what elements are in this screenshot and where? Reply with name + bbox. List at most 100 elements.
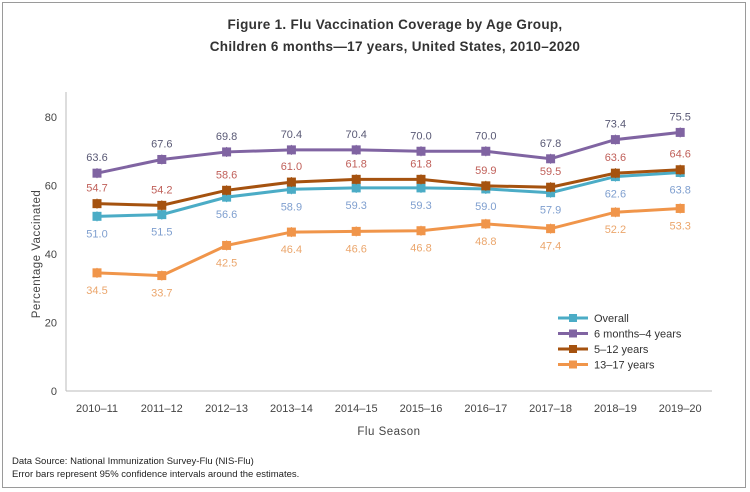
- data-point: [610, 207, 620, 217]
- legend-entry: 13–17 years: [594, 360, 655, 372]
- data-point: [286, 184, 296, 194]
- data-point: [675, 127, 685, 137]
- legend-marker: [569, 314, 577, 322]
- data-point: [222, 192, 232, 202]
- data-label: 46.6: [345, 243, 366, 255]
- data-label: 59.0: [475, 201, 496, 213]
- data-point: [546, 182, 556, 192]
- data-point: [351, 145, 361, 155]
- y-tick-label: 20: [45, 318, 57, 330]
- data-label: 46.4: [281, 244, 302, 256]
- data-point: [157, 210, 167, 220]
- y-tick-label: 80: [45, 112, 57, 124]
- data-point: [416, 146, 426, 156]
- series-0: 51.0 51.5 56.6 58.9 59.3 59.3 59.0 57.9 62.6 63.8…: [86, 167, 691, 325]
- data-label: 42.5: [216, 257, 237, 269]
- data-point: [286, 227, 296, 237]
- data-label: 70.0: [475, 130, 496, 142]
- data-point: [157, 200, 167, 210]
- x-tick-label: 2015–16: [400, 403, 443, 415]
- data-label: 63.8: [669, 184, 690, 196]
- data-label: 70.0: [410, 130, 431, 142]
- data-point: [675, 165, 685, 175]
- data-label: 53.3: [669, 220, 690, 232]
- data-point: [416, 174, 426, 184]
- data-point: [92, 211, 102, 221]
- x-axis-label: Flu Season: [357, 426, 420, 438]
- y-axis-label: Percentage Vaccinated: [31, 190, 43, 319]
- data-point: [222, 147, 232, 157]
- data-source-note: Data Source: National Immunization Surve…: [12, 456, 254, 467]
- data-label: 73.4: [605, 119, 626, 131]
- series-1: 63.6 67.6 69.8 70.4 70.4 70.0 70.0 67.8 73.4 75.5…: [86, 111, 691, 340]
- chart-title: Figure 1. Flu Vaccination Coverage by Ag…: [227, 17, 563, 32]
- data-point: [351, 226, 361, 236]
- data-label: 57.9: [540, 205, 561, 217]
- x-tick-label: 2017–18: [529, 403, 572, 415]
- data-point: [546, 224, 556, 234]
- data-label: 63.6: [605, 152, 626, 164]
- data-point: [675, 203, 685, 213]
- legend-marker: [569, 345, 577, 353]
- data-label: 59.3: [410, 200, 431, 212]
- data-label: 63.6: [86, 152, 107, 164]
- data-point: [546, 154, 556, 164]
- data-label: 58.6: [216, 169, 237, 181]
- series-line: [96, 206, 681, 278]
- data-point: [351, 183, 361, 193]
- data-label: 62.6: [605, 189, 626, 201]
- chart-subtitle: Children 6 months—17 years, United State…: [209, 39, 581, 54]
- data-label: 61.8: [410, 158, 431, 170]
- series-line: [96, 168, 681, 207]
- x-tick-label: 2012–13: [205, 403, 248, 415]
- data-point: [222, 185, 232, 195]
- data-point: [610, 135, 620, 145]
- legend-entry: 6 months–4 years: [594, 329, 682, 341]
- data-point: [157, 154, 167, 164]
- data-point: [481, 146, 491, 156]
- data-label: 47.4: [540, 241, 561, 253]
- data-label: 46.8: [410, 243, 431, 255]
- data-label: 70.4: [281, 129, 302, 141]
- y-tick-label: 0: [51, 386, 57, 398]
- data-label: 51.0: [86, 228, 107, 240]
- data-point: [351, 174, 361, 184]
- data-point: [416, 183, 426, 193]
- data-point: [416, 226, 426, 236]
- legend-marker: [569, 360, 577, 369]
- data-label: 67.6: [151, 138, 172, 150]
- data-label: 54.2: [151, 184, 172, 196]
- figure-border: [2, 2, 746, 488]
- series-3: 34.5 33.7 42.5 46.4 46.6 46.8 48.8 47.4 52.2 53.3…: [86, 203, 691, 372]
- data-point: [157, 271, 167, 281]
- data-point: [92, 199, 102, 209]
- data-label: 59.5: [540, 166, 561, 178]
- data-label: 64.6: [669, 149, 690, 161]
- data-label: 33.7: [151, 288, 172, 300]
- data-point: [92, 268, 102, 278]
- data-label: 56.6: [216, 209, 237, 221]
- data-label: 67.8: [540, 138, 561, 150]
- legend-marker: [569, 329, 577, 338]
- legend-entry: Overall: [594, 313, 629, 325]
- data-label: 58.9: [281, 201, 302, 213]
- x-tick-label: 2019–20: [659, 403, 702, 415]
- x-tick-label: 2013–14: [270, 403, 313, 415]
- y-tick-label: 60: [45, 181, 57, 193]
- x-tick-label: 2014–15: [335, 403, 378, 415]
- data-label: 61.0: [281, 161, 302, 173]
- legend-entry: 5–12 years: [594, 344, 649, 356]
- x-tick-label: 2016–17: [464, 403, 507, 415]
- data-point: [92, 168, 102, 178]
- y-tick-label: 40: [45, 249, 57, 261]
- data-point: [286, 145, 296, 155]
- x-tick-label: 2011–12: [141, 403, 183, 415]
- data-label: 61.8: [345, 158, 366, 170]
- data-label: 59.9: [475, 165, 496, 177]
- series-line: [96, 170, 681, 218]
- x-tick-label: 2018–19: [594, 403, 637, 415]
- series-2: 54.7 54.2 58.6 61.0 61.8 61.8 59.9 59.5 63.6 64.6…: [86, 149, 691, 356]
- data-point: [610, 168, 620, 178]
